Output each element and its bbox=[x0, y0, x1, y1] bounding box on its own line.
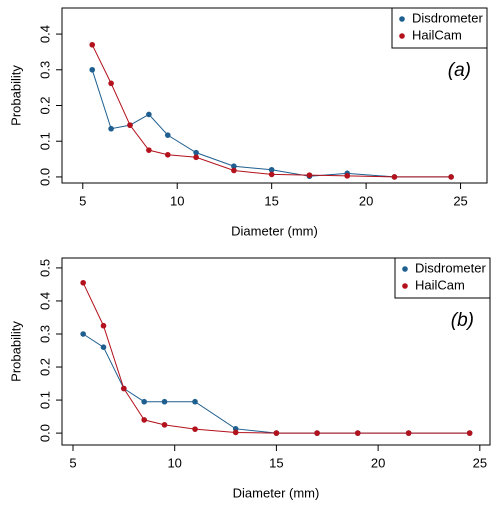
point bbox=[146, 147, 152, 153]
legend-label: HailCam bbox=[412, 27, 462, 42]
point bbox=[354, 430, 361, 436]
point bbox=[108, 80, 114, 87]
y-tick-label: 0.2 bbox=[37, 358, 52, 376]
point bbox=[89, 41, 96, 48]
legend-marker bbox=[402, 266, 408, 272]
point bbox=[268, 166, 275, 173]
x-axis-label: Diameter (mm) bbox=[231, 223, 318, 238]
point bbox=[344, 173, 351, 179]
legend-label: HailCam bbox=[415, 277, 465, 292]
legend-frame bbox=[394, 257, 491, 299]
point bbox=[268, 171, 275, 178]
point bbox=[314, 430, 320, 436]
y-tick-label: 0.3 bbox=[37, 61, 52, 79]
point bbox=[100, 344, 107, 351]
point bbox=[273, 430, 280, 436]
point bbox=[391, 174, 398, 180]
y-tick-label: 0.0 bbox=[37, 168, 52, 186]
y-tick-label: 0.2 bbox=[37, 96, 52, 114]
x-tick-label: 5 bbox=[79, 193, 86, 208]
point bbox=[146, 111, 152, 118]
point bbox=[192, 398, 198, 405]
point bbox=[100, 322, 107, 329]
y-tick-label: 0.1 bbox=[37, 391, 52, 409]
x-tick-label: 25 bbox=[473, 455, 487, 470]
point bbox=[306, 172, 313, 178]
point bbox=[80, 331, 86, 337]
x-tick-label: 25 bbox=[453, 193, 467, 208]
legend-label: Disdrometer bbox=[412, 10, 483, 25]
x-tick-label: 10 bbox=[170, 193, 184, 208]
annotation: (a) bbox=[448, 60, 471, 81]
point bbox=[161, 422, 168, 428]
point bbox=[193, 149, 199, 156]
series-line bbox=[82, 282, 470, 434]
point bbox=[141, 417, 147, 423]
legend-frame bbox=[391, 7, 488, 49]
point bbox=[141, 398, 147, 405]
plot-frame bbox=[61, 7, 488, 184]
point bbox=[231, 163, 237, 170]
point bbox=[466, 430, 473, 436]
point bbox=[80, 279, 86, 286]
y-axis-label: Probability bbox=[8, 65, 23, 126]
y-tick-label: 0.3 bbox=[37, 325, 52, 343]
x-tick-label: 15 bbox=[269, 455, 283, 470]
x-tick-label: 20 bbox=[359, 193, 373, 208]
x-tick-label: 15 bbox=[264, 193, 278, 208]
point bbox=[127, 122, 133, 128]
legend-marker bbox=[399, 33, 405, 39]
x-tick-label: 5 bbox=[69, 455, 76, 470]
legend-marker bbox=[402, 283, 408, 289]
series-line bbox=[91, 69, 452, 178]
series-line bbox=[82, 333, 470, 434]
point bbox=[121, 385, 127, 392]
point bbox=[231, 167, 237, 174]
point bbox=[161, 398, 168, 405]
legend-label: Disdrometer bbox=[415, 260, 486, 275]
point bbox=[193, 154, 199, 161]
point bbox=[405, 430, 412, 436]
x-tick-label: 10 bbox=[167, 455, 181, 470]
annotation: (b) bbox=[451, 310, 474, 331]
point bbox=[89, 66, 96, 73]
legend-marker bbox=[399, 16, 405, 22]
x-axis-label: Diameter (mm) bbox=[233, 485, 320, 500]
chart: 0.0 0.1 0.2 0.3 0.4 0.5 5 10 15 20 25 Diameter (mm)… bbox=[8, 257, 491, 500]
y-tick-label: 0.4 bbox=[37, 25, 52, 43]
y-axis-label: Probability bbox=[8, 321, 23, 382]
point bbox=[232, 429, 239, 436]
x-tick-label: 20 bbox=[371, 455, 385, 470]
point bbox=[448, 174, 454, 180]
point bbox=[164, 132, 171, 138]
series-line bbox=[91, 44, 452, 178]
chart: 0.0 0.1 0.2 0.3 0.4 5 10 15 20 25 Diameter (mm) Pro… bbox=[8, 7, 488, 238]
y-tick-label: 0.5 bbox=[37, 259, 52, 277]
point bbox=[164, 151, 171, 158]
point bbox=[192, 426, 198, 432]
y-tick-label: 0.0 bbox=[37, 424, 52, 442]
y-tick-label: 0.4 bbox=[37, 292, 52, 310]
y-tick-label: 0.1 bbox=[37, 132, 52, 150]
point bbox=[108, 125, 114, 132]
